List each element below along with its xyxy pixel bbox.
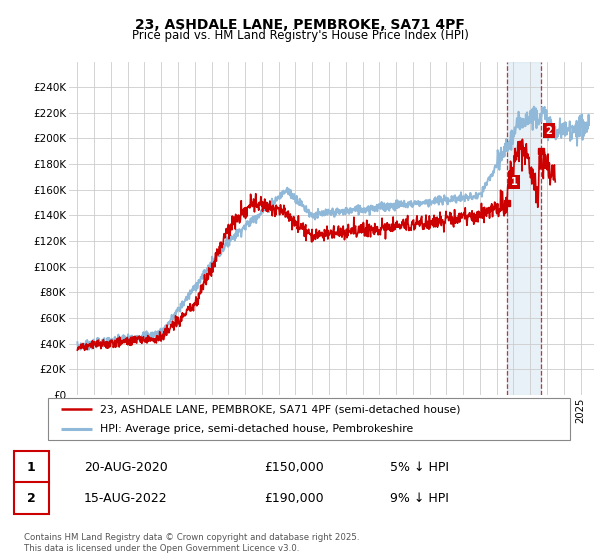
Text: 1: 1 [511,177,517,187]
Text: 20-AUG-2020: 20-AUG-2020 [84,461,168,474]
Text: Contains HM Land Registry data © Crown copyright and database right 2025.
This d: Contains HM Land Registry data © Crown c… [24,533,359,553]
Text: 23, ASHDALE LANE, PEMBROKE, SA71 4PF: 23, ASHDALE LANE, PEMBROKE, SA71 4PF [135,18,465,32]
Text: 23, ASHDALE LANE, PEMBROKE, SA71 4PF (semi-detached house): 23, ASHDALE LANE, PEMBROKE, SA71 4PF (se… [100,404,461,414]
Text: £150,000: £150,000 [264,461,324,474]
Text: 2: 2 [27,492,35,505]
Text: £190,000: £190,000 [264,492,323,505]
FancyBboxPatch shape [48,398,570,440]
Bar [507,62,541,395]
Text: 5% ↓ HPI: 5% ↓ HPI [390,461,449,474]
Text: 2: 2 [545,126,553,136]
Text: HPI: Average price, semi-detached house, Pembrokeshire: HPI: Average price, semi-detached house,… [100,424,413,434]
Text: Price paid vs. HM Land Registry's House Price Index (HPI): Price paid vs. HM Land Registry's House … [131,29,469,42]
Text: 15-AUG-2022: 15-AUG-2022 [84,492,167,505]
Text: 1: 1 [27,461,35,474]
Text: 9% ↓ HPI: 9% ↓ HPI [390,492,449,505]
